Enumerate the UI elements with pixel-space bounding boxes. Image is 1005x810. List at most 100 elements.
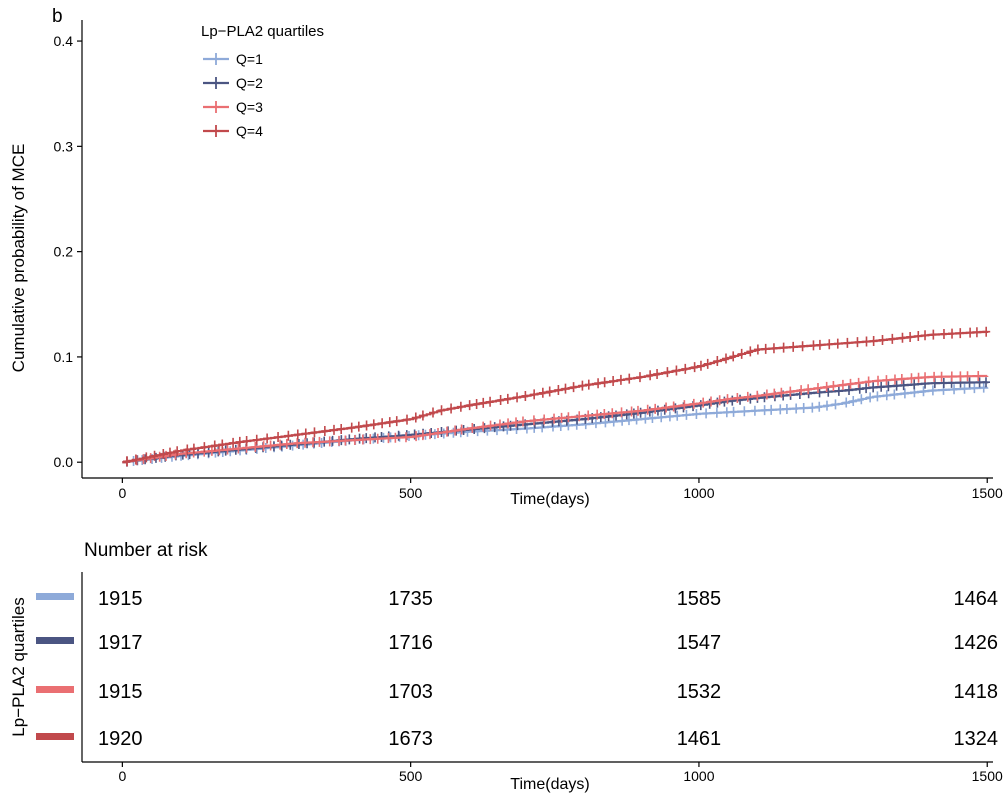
censor-mark xyxy=(358,434,367,445)
censor-mark xyxy=(468,423,477,434)
censor-mark xyxy=(965,377,974,388)
x-tick-label: 0 xyxy=(118,485,126,501)
censor-mark xyxy=(792,403,801,414)
censor-mark xyxy=(721,353,730,364)
censor-mark xyxy=(229,437,238,448)
censor-mark xyxy=(662,402,671,413)
censor-mark xyxy=(898,332,907,343)
censor-mark xyxy=(857,394,866,405)
risk-x-axis-title: Time(days) xyxy=(510,776,589,793)
legend-item: Q=1 xyxy=(203,51,263,67)
legend-items: Q=1 Q=2 Q=3 Q=4 xyxy=(203,51,263,139)
censor-mark xyxy=(712,407,721,418)
censor-mark xyxy=(447,403,456,414)
risk-value: 1426 xyxy=(954,632,999,654)
censor-mark xyxy=(521,390,530,401)
censor-mark xyxy=(845,384,854,395)
censor-mark xyxy=(939,329,948,340)
censor-mark xyxy=(715,395,724,406)
censor-mark xyxy=(561,383,570,394)
censor-mark xyxy=(789,341,798,352)
censor-mark xyxy=(679,402,688,413)
censor-mark xyxy=(671,403,680,414)
y-tick-label: 0.2 xyxy=(54,244,74,260)
censor-mark xyxy=(183,444,192,455)
censor-mark xyxy=(456,401,465,412)
censor-mark xyxy=(403,414,412,425)
risk-value: 1673 xyxy=(388,728,433,750)
y-axis-title: Cumulative probability of MCE xyxy=(9,144,28,373)
censor-mark xyxy=(465,400,474,411)
censor-mark xyxy=(681,363,690,374)
censor-mark xyxy=(538,387,547,398)
censor-mark xyxy=(320,426,329,437)
legend-label: Q=2 xyxy=(236,75,263,91)
series-q4 xyxy=(122,326,991,467)
panel-label: b xyxy=(52,6,63,27)
censor-mark xyxy=(699,397,708,408)
censor-mark xyxy=(862,383,871,394)
censor-mark xyxy=(892,380,901,391)
censor-mark xyxy=(854,377,863,388)
censor-mark xyxy=(733,392,742,403)
risk-value: 1418 xyxy=(954,681,999,703)
censor-mark xyxy=(838,379,847,390)
censor-mark xyxy=(608,408,617,419)
censor-mark xyxy=(425,429,434,440)
censor-mark xyxy=(899,380,908,391)
censor-mark xyxy=(600,408,609,419)
censor-mark xyxy=(914,331,923,342)
censor-mark xyxy=(550,413,559,424)
censor-mark xyxy=(601,417,610,428)
censor-mark xyxy=(495,419,504,430)
censor-mark xyxy=(350,434,359,445)
series-q1 xyxy=(122,382,989,467)
censor-mark xyxy=(831,399,840,410)
censor-mark xyxy=(663,367,672,378)
censor-mark xyxy=(782,403,791,414)
censor-mark xyxy=(362,420,371,431)
x-tick-label: 500 xyxy=(399,485,423,501)
censor-mark xyxy=(770,388,779,399)
censor-mark xyxy=(210,440,219,451)
censor-mark xyxy=(947,371,956,382)
risk-row-swatch xyxy=(36,593,74,600)
censor-mark xyxy=(722,407,731,418)
risk-value: 1716 xyxy=(388,632,433,654)
censor-mark xyxy=(843,337,852,348)
censor-mark xyxy=(142,452,151,463)
censor-mark xyxy=(513,392,522,403)
censor-mark xyxy=(970,383,979,394)
censor-mark xyxy=(391,432,400,443)
censor-mark xyxy=(486,420,495,431)
censor-mark xyxy=(173,446,182,457)
censor-mark xyxy=(799,403,808,414)
censor-mark xyxy=(189,443,198,454)
censor-mark xyxy=(729,351,738,362)
censor-mark xyxy=(377,431,386,442)
x-tick-label: 1500 xyxy=(972,485,1003,501)
legend-label: Q=1 xyxy=(236,51,263,67)
censor-mark xyxy=(890,389,899,400)
x-tick-label: 1000 xyxy=(683,485,714,501)
censor-mark xyxy=(310,427,319,438)
censor-mark xyxy=(919,386,928,397)
censor-mark xyxy=(950,384,959,395)
censor-mark xyxy=(921,330,930,341)
censor-mark xyxy=(921,372,930,383)
censor-mark xyxy=(633,405,642,416)
censor-mark xyxy=(729,406,738,417)
censor-mark xyxy=(910,379,919,390)
risk-row-swatch xyxy=(36,637,74,644)
censor-mark xyxy=(702,408,711,419)
censor-mark xyxy=(939,377,948,388)
legend-label: Q=3 xyxy=(236,99,263,115)
censor-mark xyxy=(713,356,722,367)
censor-mark xyxy=(259,441,268,452)
censor-mark xyxy=(979,382,988,393)
y-tick-label: 0.1 xyxy=(54,349,74,365)
censor-mark xyxy=(672,365,681,376)
censor-mark xyxy=(625,373,634,384)
censor-mark xyxy=(682,409,691,420)
censor-mark xyxy=(251,441,260,452)
